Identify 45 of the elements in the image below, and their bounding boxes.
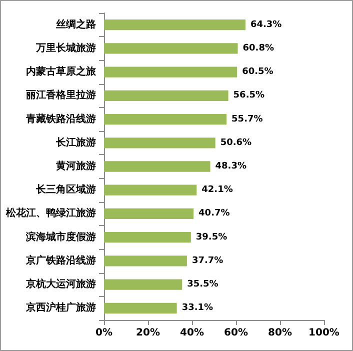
bar	[104, 279, 182, 290]
y-tick-label: 丽江香格里拉游	[25, 89, 96, 102]
x-tick-label: 20%	[136, 328, 160, 338]
bar	[104, 256, 187, 266]
x-tick-label: 60%	[224, 328, 248, 338]
data-label: 35.5%	[187, 280, 218, 290]
bar	[104, 208, 194, 220]
data-label: 60.8%	[242, 43, 274, 54]
bar	[104, 66, 238, 78]
y-tick-label: 长三角区域游	[35, 184, 96, 196]
data-label: 55.7%	[232, 114, 263, 124]
bar	[104, 184, 197, 196]
data-label: 37.7%	[192, 256, 224, 266]
bar	[104, 138, 216, 148]
data-label: 64.3%	[250, 20, 282, 30]
bar	[104, 114, 227, 125]
data-label: 33.1%	[182, 303, 214, 314]
data-label: 50.6%	[220, 138, 252, 148]
x-tick-label: 0%	[96, 328, 112, 338]
y-tick-label: 京西沪桂广旅游	[25, 302, 96, 314]
x-tick-label: 100%	[308, 328, 340, 338]
x-tick-label: 40%	[180, 328, 204, 338]
data-label: 60.5%	[242, 67, 274, 78]
y-tick-label: 黄河旅游	[55, 160, 96, 172]
x-tick-label: 80%	[268, 328, 292, 338]
bar	[104, 90, 228, 101]
bar	[104, 161, 210, 172]
y-tick-label: 丝绸之路	[55, 18, 96, 30]
y-tick-label: 京广铁路沿线游	[25, 254, 96, 266]
y-tick-label: 京杭大运河旅游	[25, 278, 96, 290]
data-label: 56.5%	[233, 90, 265, 101]
bar	[104, 232, 191, 243]
data-label: 48.3%	[215, 162, 246, 172]
bar	[104, 43, 238, 54]
y-tick-label: 滨海城市度假游	[25, 230, 96, 243]
y-tick-label: 万里长城旅游	[35, 42, 96, 54]
y-tick-label: 松花江、鸭绿江旅游	[5, 207, 96, 220]
y-tick-label: 内蒙古草原之旅	[26, 66, 97, 78]
data-label: 42.1%	[202, 185, 233, 196]
y-tick-label: 青藏铁路沿线游	[25, 112, 96, 125]
data-label: 40.7%	[198, 208, 230, 219]
bar	[104, 19, 246, 30]
data-label: 39.5%	[196, 232, 228, 242]
y-tick-label: 长江旅游	[55, 136, 96, 148]
bar	[104, 302, 177, 314]
